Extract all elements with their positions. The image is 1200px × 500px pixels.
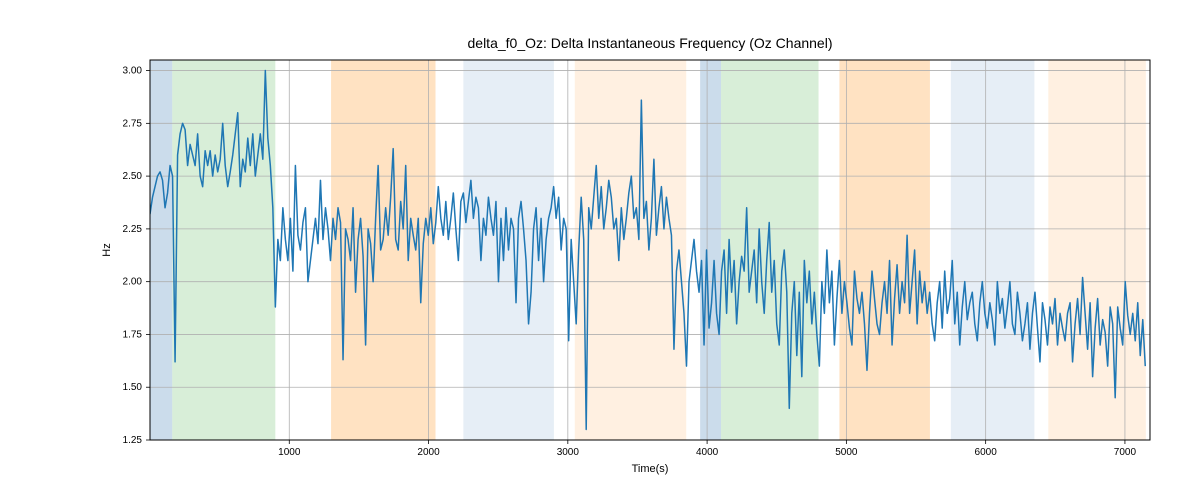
xtick-label: 1000 (278, 447, 301, 458)
shaded-region (951, 60, 1035, 440)
ytick-label: 3.00 (123, 66, 143, 77)
x-axis-label: Time(s) (632, 463, 669, 475)
shaded-region (839, 60, 930, 440)
xtick-label: 3000 (557, 447, 580, 458)
ytick-label: 1.50 (123, 382, 143, 393)
line-chart: 1000 2000 3000 4000 5000 6000 7000 1.25 1.50 1.75… (0, 0, 1200, 500)
ytick-label: 1.75 (123, 329, 143, 340)
xtick-label: 5000 (835, 447, 858, 458)
ytick-label: 2.25 (123, 224, 143, 235)
ytick-label: 2.75 (123, 118, 143, 129)
shaded-region (172, 60, 275, 440)
y-axis-label: Hz (101, 243, 113, 256)
xtick-label: 4000 (696, 447, 719, 458)
xtick-label: 2000 (417, 447, 440, 458)
chart-container: 1000 2000 3000 4000 5000 6000 7000 1.25 1.50 1.75… (0, 0, 1200, 500)
shaded-region (700, 60, 721, 440)
ytick-label: 1.25 (123, 435, 143, 446)
shaded-region (150, 60, 172, 440)
chart-title: delta_f0_Oz: Delta Instantaneous Frequen… (468, 35, 833, 51)
xtick-label: 6000 (975, 447, 998, 458)
shaded-region (575, 60, 686, 440)
ytick-label: 2.00 (123, 277, 143, 288)
ytick-label: 2.50 (123, 171, 143, 182)
shaded-region (1048, 60, 1145, 440)
xtick-label: 7000 (1114, 447, 1137, 458)
